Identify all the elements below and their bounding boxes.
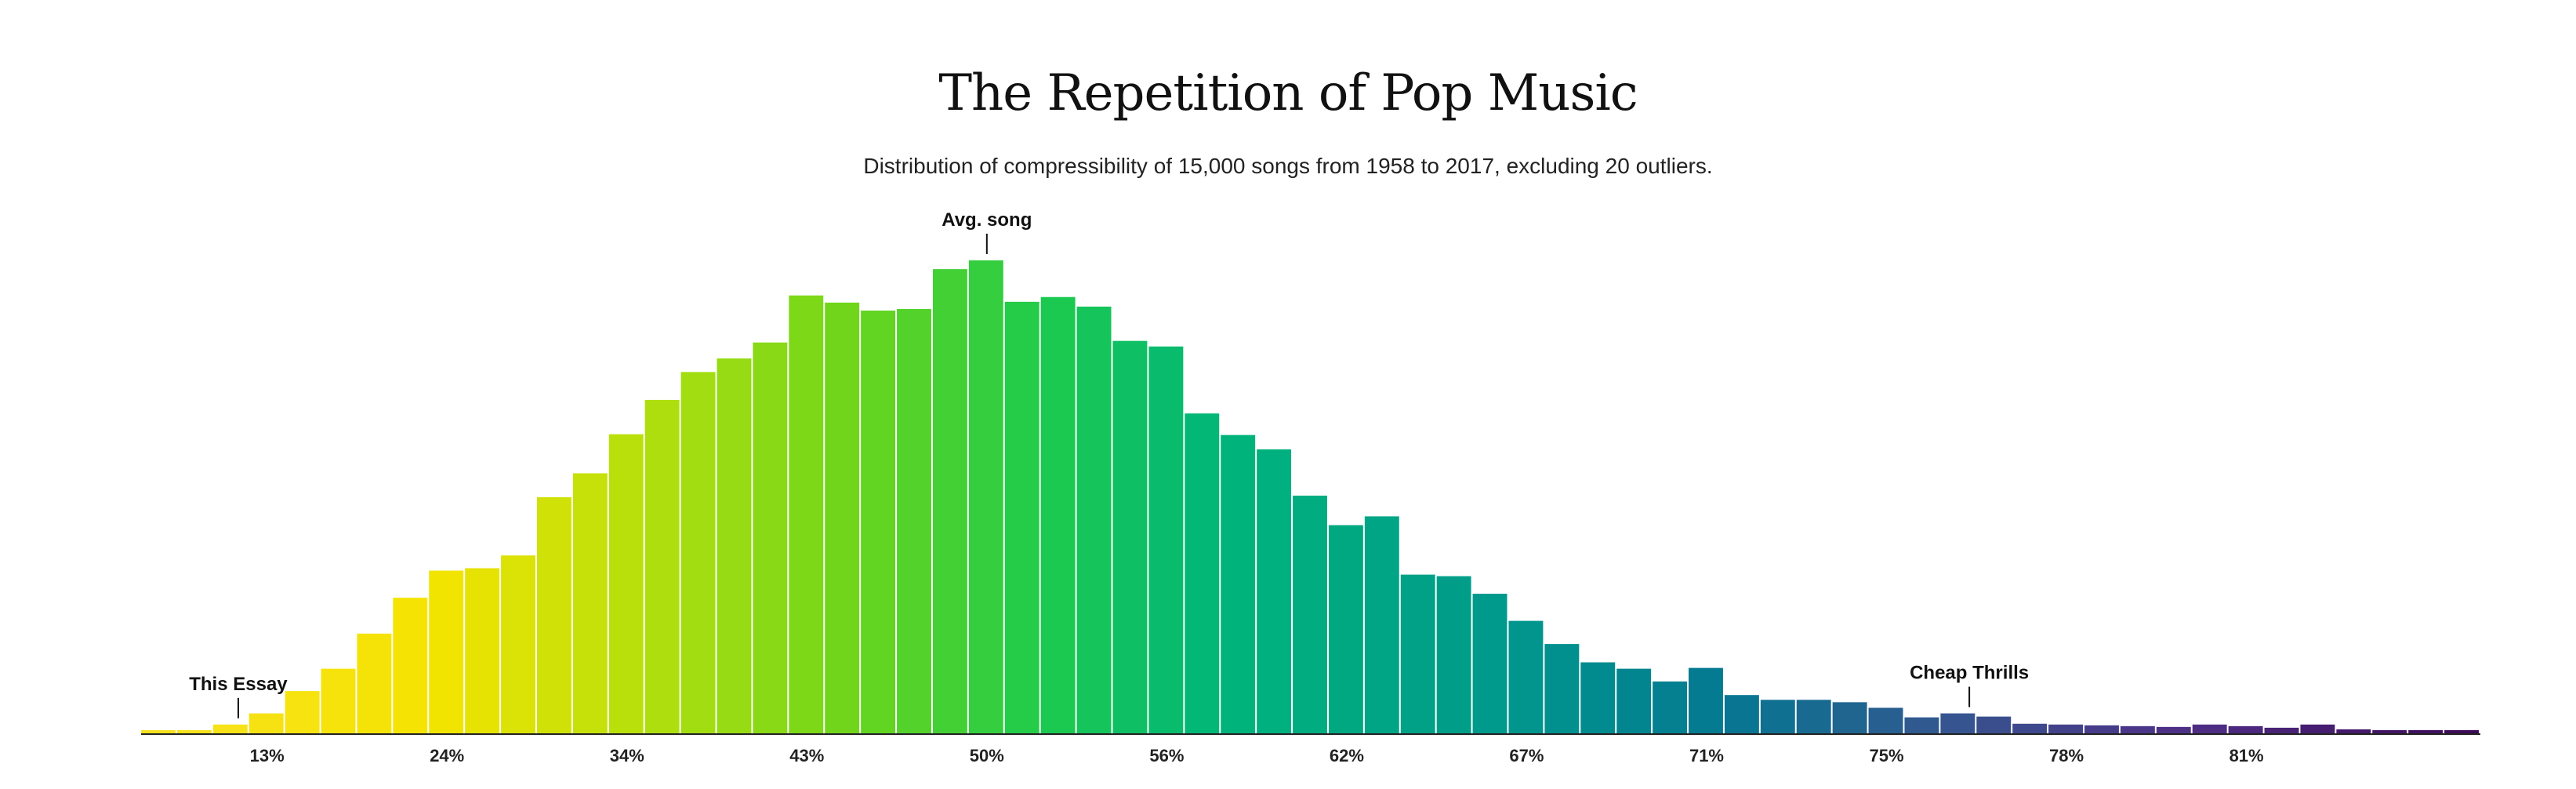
histogram-bar [465, 568, 500, 733]
histogram-bar [212, 724, 248, 733]
x-tick-label: 67% [1509, 746, 1544, 765]
histogram-bar [1221, 434, 1256, 733]
histogram-bar [1148, 346, 1184, 733]
histogram-bar [644, 399, 680, 733]
histogram-bar [1832, 702, 1867, 733]
x-tick-label: 24% [430, 746, 464, 765]
histogram-bar [2084, 725, 2119, 733]
histogram-bar [680, 372, 716, 733]
histogram-bar [141, 729, 176, 733]
histogram-bar [1185, 413, 1220, 733]
histogram-bar [1328, 525, 1363, 733]
histogram-bar [2300, 724, 2335, 733]
chart-title: The Repetition of Pop Music [938, 64, 1638, 122]
histogram-bar [1940, 713, 1976, 733]
histogram-bar [1040, 296, 1076, 734]
histogram-bar [1257, 449, 1292, 733]
histogram-bar [1868, 707, 1903, 733]
x-tick-label: 78% [2049, 746, 2084, 765]
histogram-bar [1076, 306, 1112, 733]
histogram-bar [2012, 723, 2048, 733]
x-tick-label: 71% [1689, 746, 1724, 765]
histogram-bar [429, 570, 464, 733]
histogram-bar [321, 668, 356, 733]
histogram-bar [2336, 729, 2371, 733]
histogram-bar [1544, 644, 1580, 733]
histogram-bar [1004, 301, 1039, 734]
histogram-bar [968, 260, 1003, 733]
histogram-bar [2444, 729, 2479, 733]
histogram-bar [1616, 668, 1652, 733]
histogram-bar [2372, 729, 2407, 733]
histogram-bar [1364, 516, 1399, 733]
histogram-bar [1400, 574, 1435, 733]
histogram-bar [1508, 620, 1544, 733]
histogram-bar [897, 308, 931, 734]
histogram-bar [1112, 340, 1148, 733]
histogram-bar [1293, 495, 1327, 733]
histogram-bar [608, 434, 644, 733]
histogram-bar [1580, 662, 1616, 733]
x-tick-label: 50% [970, 746, 1004, 765]
histogram-bar [501, 555, 535, 733]
histogram-bar [572, 473, 608, 733]
histogram-bar [825, 302, 860, 734]
histogram-bar [1436, 576, 1471, 733]
histogram-bar [717, 358, 752, 733]
bars-group [141, 260, 2479, 734]
histogram-bar [2264, 727, 2299, 733]
histogram-bar [393, 598, 428, 733]
histogram-bar [1472, 594, 1508, 733]
histogram-bar [1689, 667, 1723, 733]
histogram-bar [1653, 681, 1688, 733]
histogram-bar [2156, 726, 2191, 733]
histogram-bar [176, 729, 212, 733]
annotation-label: Cheap Thrills [1910, 663, 2029, 684]
x-tick-label: 13% [250, 746, 285, 765]
histogram-bar [1760, 700, 1795, 733]
histogram-bar [2048, 724, 2084, 733]
histogram-bar [1976, 716, 2012, 733]
annotation-label: This Essay [189, 674, 288, 695]
histogram-bar [357, 633, 392, 733]
x-tick-label: 34% [610, 746, 644, 765]
histogram-bar [2228, 725, 2263, 733]
histogram-bar [536, 496, 571, 733]
x-axis-ticks: 13% 24% 34% 43% 50% 56% 62% 67% 71% 75% 78% 81% [250, 746, 2264, 765]
x-tick-label: 81% [2230, 746, 2264, 765]
histogram-bar [1724, 695, 1759, 733]
x-tick-label: 75% [1869, 746, 1903, 765]
histogram-bar [2192, 724, 2227, 733]
histogram-bar [1904, 717, 1939, 733]
histogram-bar [2120, 725, 2155, 733]
x-tick-label: 62% [1330, 746, 1364, 765]
histogram-bar [861, 311, 896, 733]
histogram-bar [285, 691, 320, 733]
histogram-bar [2408, 729, 2444, 733]
annotation-label: Avg. song [942, 209, 1032, 231]
histogram-bar [249, 713, 284, 733]
histogram-bar [932, 269, 967, 733]
histogram-bar [1796, 700, 1831, 733]
histogram-bar [789, 295, 824, 733]
chart-subtitle: Distribution of compressibility of 15,00… [863, 154, 1713, 178]
histogram-bar [753, 342, 788, 733]
x-tick-label: 43% [789, 746, 824, 765]
x-tick-label: 56% [1149, 746, 1184, 765]
annotations-group: This Essay Avg. song Cheap Thrills [189, 209, 2029, 718]
